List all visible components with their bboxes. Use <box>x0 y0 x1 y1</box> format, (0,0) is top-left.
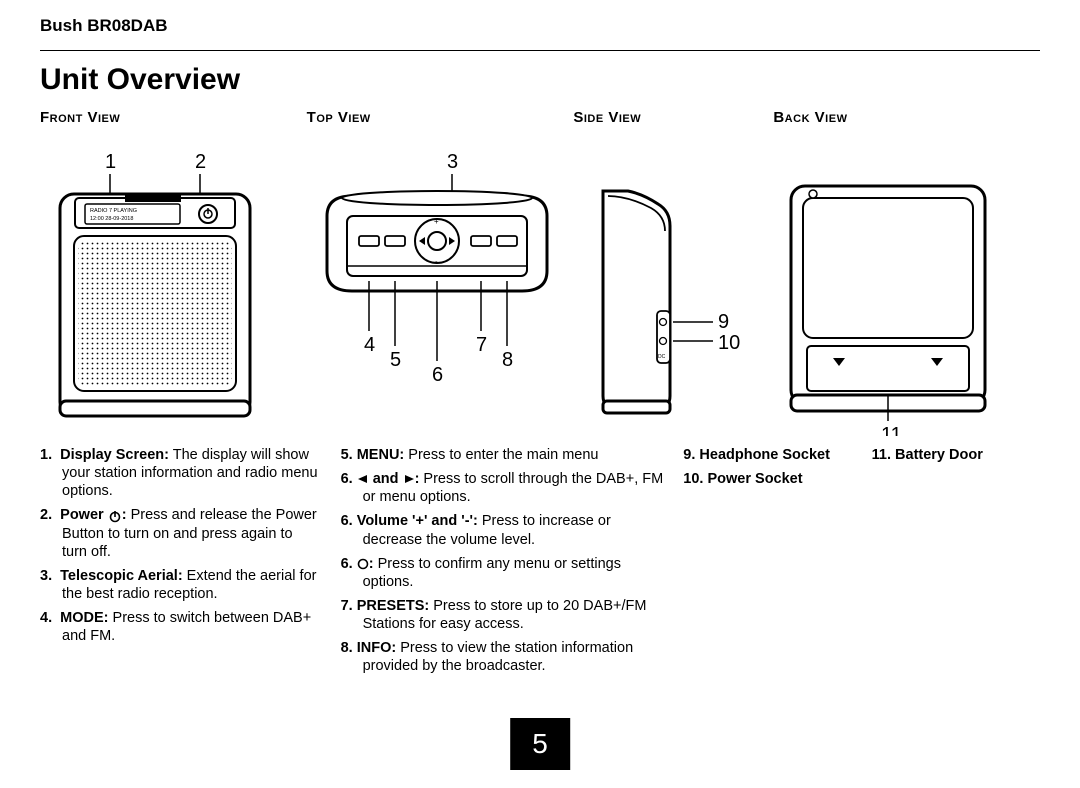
right-arrow-icon <box>403 474 415 484</box>
svg-text:-: - <box>435 257 438 266</box>
callout-11: 11 <box>881 424 902 436</box>
desc-6c: 6. : Press to confirm any menu or settin… <box>341 555 664 591</box>
desc-11: 11. Battery Door <box>872 446 1040 464</box>
desc-7: 7. PRESETS: Press to store up to 20 DAB+… <box>341 597 664 633</box>
desc-6b: 6. Volume '+' and '-': Press to increase… <box>341 512 664 548</box>
side-view-label: Side View <box>573 109 641 126</box>
callout-9: 9 <box>718 311 729 333</box>
front-view-col: Front View 1 2 RADIO 7 PLAYING 12:00 28-… <box>40 109 307 446</box>
left-arrow-icon <box>357 474 369 484</box>
desc-2: 2. Power : Press and release the Power B… <box>40 506 321 560</box>
desc-col-3: 9. Headphone Socket 10. Power Socket <box>683 446 851 681</box>
desc-3: 3. Telescopic Aerial: Extend the aerial … <box>40 567 321 603</box>
top-view-col: Top View 3 + <box>307 109 574 446</box>
side-diagram: DC 9 10 <box>573 136 773 446</box>
desc-8: 8. INFO: Press to view the station infor… <box>341 639 664 675</box>
callout-2: 2 <box>195 151 206 173</box>
svg-text:+: + <box>434 217 439 226</box>
desc-5: 5. MENU: Press to enter the main menu <box>341 446 664 464</box>
descriptions: 1. Display Screen: The display will show… <box>0 446 1080 681</box>
desc-9: 9. Headphone Socket <box>683 446 851 464</box>
desc-col-4: 11. Battery Door <box>872 446 1040 681</box>
back-view-col: Back View 11 <box>773 109 1040 446</box>
display-line1: RADIO 7 PLAYING <box>90 208 137 214</box>
top-diagram: 3 + - <box>307 136 574 446</box>
header-divider <box>40 50 1040 51</box>
callout-5: 5 <box>390 349 401 371</box>
product-name: Bush BR08DAB <box>40 16 1040 36</box>
front-view-label: Front View <box>40 109 120 126</box>
callout-7: 7 <box>476 334 487 356</box>
front-diagram: 1 2 RADIO 7 PLAYING 12:00 28-09-2018 <box>40 136 307 446</box>
display-line2: 12:00 28-09-2018 <box>90 216 133 222</box>
desc-6a: 6. and : Press to scroll through the DAB… <box>341 470 664 506</box>
page-number: 5 <box>510 718 570 770</box>
circle-icon <box>357 558 369 570</box>
callout-8: 8 <box>502 349 513 371</box>
callout-4: 4 <box>364 334 375 356</box>
views-row: Front View 1 2 RADIO 7 PLAYING 12:00 28-… <box>0 109 1080 446</box>
callout-6: 6 <box>432 364 443 386</box>
desc-1: 1. Display Screen: The display will show… <box>40 446 321 500</box>
side-view-col: Side View DC 9 10 <box>573 109 773 446</box>
desc-col-2: 5. MENU: Press to enter the main menu 6.… <box>341 446 664 681</box>
top-view-label: Top View <box>307 109 371 126</box>
desc-col-1: 1. Display Screen: The display will show… <box>40 446 321 681</box>
power-icon <box>108 509 122 523</box>
back-view-label: Back View <box>773 109 847 126</box>
back-diagram: 11 <box>773 136 1040 446</box>
svg-text:DC: DC <box>658 354 666 360</box>
page-title: Unit Overview <box>0 63 1080 109</box>
callout-1: 1 <box>105 151 116 173</box>
callout-10: 10 <box>718 332 740 354</box>
desc-4: 4. MODE: Press to switch between DAB+ an… <box>40 609 321 645</box>
desc-10: 10. Power Socket <box>683 470 851 488</box>
callout-3: 3 <box>447 151 458 173</box>
